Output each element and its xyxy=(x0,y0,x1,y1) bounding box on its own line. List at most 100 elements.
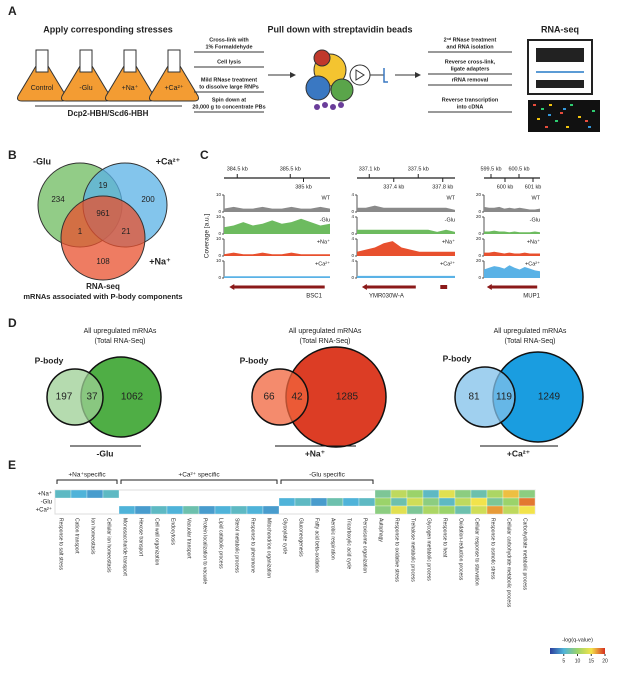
heatmap-cell xyxy=(262,505,280,515)
coverage-area xyxy=(357,205,455,212)
section-title: Apply corresponding stresses xyxy=(43,24,173,34)
set-label: +Na⁺ xyxy=(149,256,171,266)
y-tick-label: 0 xyxy=(218,231,221,236)
region-count: 961 xyxy=(96,209,110,218)
coverage-area xyxy=(224,218,330,234)
step-text: Reverse cross-link, xyxy=(445,59,496,65)
heatmap-cell xyxy=(406,489,424,499)
step-text: 2ⁿᵈ RNase treatment xyxy=(444,36,497,43)
condition-label: +Ca²⁺ xyxy=(507,448,530,458)
condition-label: +Na⁺ xyxy=(305,448,325,458)
flask-neck xyxy=(35,49,49,73)
coverage-area xyxy=(484,251,540,256)
coverage-area xyxy=(224,252,330,256)
y-tick-label: 20 xyxy=(476,258,482,263)
heatmap-cell xyxy=(390,489,408,499)
flask xyxy=(149,49,199,102)
colorbar-tick-label: 5 xyxy=(562,658,565,664)
heatmap-cell xyxy=(486,497,504,507)
step-text: and RNA isolation xyxy=(446,44,494,50)
heatmap-cell xyxy=(182,505,200,515)
column-label: Carbohydrate metabolic process xyxy=(522,518,528,590)
step-text: Cell lysis xyxy=(217,59,241,65)
column-label: Oxidation-reduction process xyxy=(458,518,464,581)
venn-title: All upregulated mRNAs xyxy=(494,328,567,335)
region-count: 234 xyxy=(51,195,65,204)
coverage-area xyxy=(484,230,540,234)
heatmap-cell xyxy=(518,497,536,507)
heatmap-cell xyxy=(374,505,392,515)
flask-neck xyxy=(167,49,181,73)
column-label: Response to salt stress xyxy=(58,518,64,570)
heatmap-cell xyxy=(454,489,472,499)
y-axis-label: Coverage [a.u.] xyxy=(204,214,211,259)
y-tick-label: 4 xyxy=(351,258,354,263)
column-label: Glyoxylate cycle xyxy=(282,518,288,554)
venn-subtitle: (Total RNA-Seq) xyxy=(95,338,146,345)
venn-count: 1285 xyxy=(336,392,359,403)
set-label: +Ca²⁺ xyxy=(156,156,181,166)
coordinate-label: 385 kb xyxy=(295,184,312,190)
heatmap-cell xyxy=(54,489,72,499)
heatmap-cell xyxy=(198,505,216,515)
pbody-label: P-body xyxy=(443,353,472,363)
heatmap-cell xyxy=(150,505,168,515)
heatmap-cell xyxy=(518,489,536,499)
column-label: Tricarboxylic acid cycle xyxy=(346,518,352,569)
venn-subtitle: (Total RNA-Seq) xyxy=(300,338,351,345)
heatmap-cell xyxy=(374,489,392,499)
step-text: Spin down at xyxy=(212,97,246,103)
heatmap-cell xyxy=(438,489,456,499)
venn-count: 1062 xyxy=(121,392,144,403)
venn-small xyxy=(251,368,309,426)
column-label: Response to osmotic stress xyxy=(490,518,496,580)
column-label: Aerobic respiration xyxy=(330,518,336,560)
heatmap-cell xyxy=(342,497,360,507)
heatmap-cell xyxy=(502,505,520,515)
y-tick-label: 20 xyxy=(476,192,482,197)
column-label: Response to heat xyxy=(442,518,448,558)
y-tick-label: 10 xyxy=(216,214,222,219)
section-title: Pull down with streptavidin beads xyxy=(267,24,412,34)
coverage-area xyxy=(484,206,540,212)
column-label: Protein localization to vacuole xyxy=(202,518,208,584)
column-label: Mitochondrion organization xyxy=(266,518,272,578)
condition-label: +Ca²⁺ xyxy=(525,260,540,267)
panel-letter: D xyxy=(8,316,17,330)
flask-neck xyxy=(79,49,93,73)
heatmap-cell xyxy=(470,505,488,515)
venn-title: All upregulated mRNAs xyxy=(84,328,157,335)
heatmap-cell xyxy=(454,505,472,515)
coverage-area xyxy=(224,206,330,212)
panel-letter: C xyxy=(200,148,209,162)
condition-label: WT xyxy=(531,195,540,201)
caption: mRNAs associated with P-body components xyxy=(23,292,182,301)
heatmap-cell xyxy=(390,497,408,507)
heatmap-cell xyxy=(294,497,312,507)
venn-small xyxy=(46,368,104,426)
gene-name: MUP1 xyxy=(523,294,540,300)
heatmap-cell xyxy=(486,505,504,515)
region-count: 21 xyxy=(122,227,131,236)
condition-label: WT xyxy=(446,195,455,201)
coordinate-label: 337.1 kb xyxy=(359,166,380,172)
y-tick-label: 20 xyxy=(476,214,482,219)
column-label: Cellular ion homeostasis xyxy=(106,518,112,573)
heatmap-cell xyxy=(70,489,88,499)
y-tick-label: 10 xyxy=(216,236,222,241)
coordinate-label: 337.8 kb xyxy=(432,184,453,190)
pulldown-graphic xyxy=(268,49,421,110)
coordinate-label: 601 kb xyxy=(525,184,542,190)
venn-count: 1249 xyxy=(538,392,561,403)
step-text: ligate adapters xyxy=(451,66,490,72)
step-text: into cDNA xyxy=(457,104,484,110)
y-tick-label: 10 xyxy=(216,192,222,197)
heatmap-cell xyxy=(102,489,120,499)
heatmap-cell xyxy=(326,497,344,507)
column-label: Monosaccharide transport xyxy=(122,518,128,576)
gene-arrow xyxy=(229,284,325,290)
column-label: Cation transport xyxy=(74,518,80,554)
colorbar-tick-label: 10 xyxy=(575,658,581,664)
colorbar-title: -log(q-value) xyxy=(562,637,593,643)
